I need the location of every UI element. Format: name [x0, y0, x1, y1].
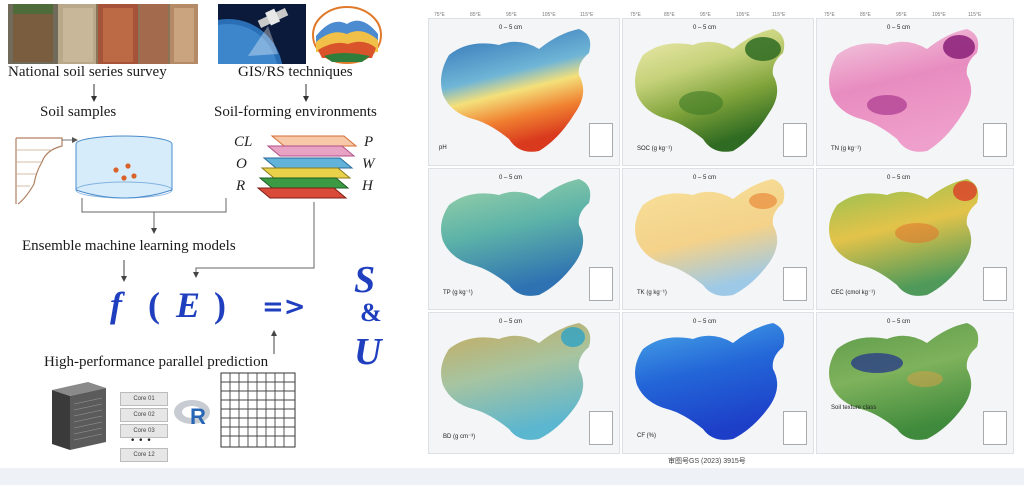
formula-open-paren: (: [148, 285, 160, 325]
environments-label: Soil-forming environments: [214, 104, 377, 120]
map-depth-label: 0 – 5 cm: [693, 175, 717, 181]
map-panel: 0 – 5 cm SOC (g kg⁻¹): [622, 18, 814, 166]
formula-f: f: [110, 285, 122, 325]
map-depth-label: 0 – 5 cm: [499, 25, 523, 31]
bottom-strip: [0, 468, 1024, 485]
map-depth-label: 0 – 5 cm: [693, 319, 717, 325]
soil-sampling-illustration: [12, 132, 182, 210]
map-panel: 0 – 5 cm Soil texture class: [816, 312, 1014, 454]
map-legend-label: TN (g kg⁻¹): [831, 146, 862, 152]
map-panel: 0 – 5 cm CEC (cmol kg⁻¹): [816, 168, 1014, 310]
svg-text:95°E: 95°E: [506, 12, 518, 18]
svg-text:95°E: 95°E: [700, 12, 712, 18]
map-legend-label: CEC (cmol kg⁻¹): [831, 290, 876, 296]
map-panel: 0 – 5 cm BD (g cm⁻³): [428, 312, 620, 454]
map-depth-label: 0 – 5 cm: [887, 175, 911, 181]
inset-map: [589, 411, 613, 445]
map-panel: 0 – 5 cm CF (%): [622, 312, 814, 454]
map-panel: 0 – 5 cm TP (g kg⁻¹): [428, 168, 620, 310]
server-icon: [48, 380, 110, 452]
inset-map: [589, 267, 613, 301]
svg-text:115°E: 115°E: [968, 12, 982, 18]
inset-map: [983, 411, 1007, 445]
layer-label-h: H: [362, 178, 373, 194]
arrow-up-icon: [270, 330, 278, 359]
output-s: S: [354, 259, 376, 301]
layer-label-cl: CL: [234, 134, 253, 150]
parallel-label: High-performance parallel prediction: [44, 354, 269, 370]
r-logo-letter: R: [190, 404, 206, 429]
svg-text:75°E: 75°E: [434, 12, 446, 18]
satellite-image: [173, 4, 306, 129]
arrow-down-icon: [302, 84, 310, 107]
map-grid: 75°E 85°E 95°E 105°E 115°E 75°E 85°E 95°E 105°E…: [420, 10, 1018, 458]
connector-lines: [0, 198, 420, 278]
map-depth-label: 0 – 5 cm: [499, 319, 523, 325]
soil-profile-photo: [8, 4, 198, 64]
map-panel: 0 – 5 cm pH: [428, 18, 620, 166]
svg-text:95°E: 95°E: [896, 12, 908, 18]
map-legend-label: Soil texture class: [831, 405, 877, 411]
svg-text:75°E: 75°E: [630, 12, 642, 18]
inset-map: [983, 123, 1007, 157]
landscape-icon: [312, 6, 382, 64]
formula-close-paren: ): [214, 285, 226, 325]
samples-label: Soil samples: [40, 104, 117, 120]
output-amp: &: [360, 298, 382, 327]
arrow-down-icon: [90, 84, 98, 107]
map-panel: 0 – 5 cm TK (g kg⁻¹): [622, 168, 814, 310]
map-depth-label: 0 – 5 cm: [887, 319, 911, 325]
inset-map: [783, 411, 807, 445]
survey-label: National soil series survey: [8, 64, 167, 80]
inset-map: [589, 123, 613, 157]
layer-label-o: O: [236, 156, 247, 172]
map-legend-label: SOC (g kg⁻¹): [637, 146, 673, 152]
svg-text:85°E: 85°E: [860, 12, 872, 18]
map-legend-label: TK (g kg⁻¹): [637, 290, 667, 296]
environment-layers-stack: [256, 132, 360, 204]
map-caption: 审图号GS (2023) 3915号: [668, 458, 746, 465]
formula-arrow: =>: [262, 292, 306, 322]
arrow-down-icon: [120, 260, 128, 287]
map-depth-label: 0 – 5 cm: [693, 25, 717, 31]
map-panel: 0 – 5 cm TN (g kg⁻¹): [816, 18, 1014, 166]
output-u: U: [354, 331, 382, 373]
inset-map: [783, 267, 807, 301]
core-ellipsis: • • •: [130, 436, 152, 446]
map-depth-label: 0 – 5 cm: [499, 175, 523, 181]
core-item: Core 01: [120, 392, 168, 406]
core-item: Core 03: [120, 424, 168, 438]
svg-text:75°E: 75°E: [824, 12, 836, 18]
svg-text:115°E: 115°E: [580, 12, 594, 18]
svg-text:105°E: 105°E: [932, 12, 946, 18]
gis-label: GIS/RS techniques: [238, 64, 353, 80]
map-depth-label: 0 – 5 cm: [887, 25, 911, 31]
svg-text:115°E: 115°E: [772, 12, 786, 18]
svg-text:85°E: 85°E: [470, 12, 482, 18]
map-legend-label: CF (%): [637, 433, 656, 439]
r-logo-icon: [172, 396, 212, 432]
ensemble-label: Ensemble machine learning models: [22, 238, 236, 254]
map-legend-label: pH: [439, 145, 447, 151]
svg-text:85°E: 85°E: [664, 12, 676, 18]
map-legend-label: BD (g cm⁻³): [443, 434, 476, 440]
inset-map: [783, 123, 807, 157]
prediction-grid: [220, 372, 296, 448]
layer-label-r: R: [236, 178, 246, 194]
core-item: Core 02: [120, 408, 168, 422]
layer-label-p: P: [364, 134, 374, 150]
svg-text:105°E: 105°E: [542, 12, 556, 18]
svg-text:105°E: 105°E: [736, 12, 750, 18]
inset-map: [983, 267, 1007, 301]
formula-e: E: [176, 285, 201, 325]
map-legend-label: TP (g kg⁻¹): [443, 290, 473, 296]
layer-label-w: W: [362, 156, 375, 172]
core-item: Core 12: [120, 448, 168, 462]
